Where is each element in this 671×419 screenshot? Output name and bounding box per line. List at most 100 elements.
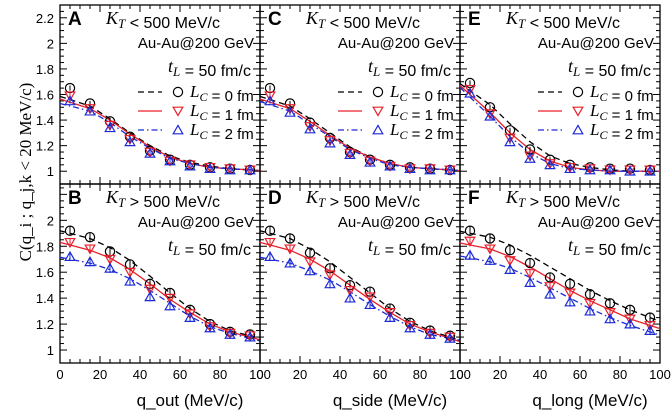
marker-lc1 (284, 244, 296, 255)
legend-marker (172, 86, 184, 98)
marker-lc2 (404, 162, 416, 174)
marker-lc1 (504, 133, 516, 144)
marker-lc2 (324, 137, 336, 148)
marker-lc2 (184, 160, 196, 171)
x-tick-label: 20 (293, 367, 307, 382)
legend-marker (372, 124, 384, 135)
marker-lc2 (184, 311, 196, 323)
marker-lc2 (204, 322, 216, 333)
marker-lc2 (144, 147, 156, 158)
legend-marker (172, 106, 184, 117)
marker-lc2 (64, 95, 76, 106)
marker-lc1 (124, 267, 136, 279)
legend-label: LC = 1 fm (189, 101, 254, 124)
marker-lc1 (84, 244, 96, 255)
marker-lc1 (164, 293, 176, 304)
x-tick-label: 0 (456, 367, 463, 382)
marker-lc0 (264, 82, 276, 94)
marker-lc2 (504, 263, 516, 275)
legend-label: LC = 0 fm (189, 82, 254, 105)
panel-letter: A (68, 9, 82, 30)
marker-lc2 (384, 311, 396, 323)
y-tick-label: 2.2 (36, 11, 54, 26)
marker-lc1 (464, 236, 476, 247)
marker-lc2 (444, 164, 456, 175)
x-tick-label: 100 (249, 367, 271, 382)
marker-lc2 (264, 250, 276, 262)
panel-f: 0 20 40 60 80 100 F KT > 500 MeV/c Au-Au@200 GeV… (456, 183, 671, 382)
tl-label: tL = 50 fm/c (568, 235, 651, 259)
x-tick-label: 80 (213, 367, 227, 382)
marker-lc2 (524, 152, 536, 163)
marker-lc1 (104, 254, 116, 266)
marker-lc2 (344, 148, 356, 159)
legend-marker (372, 86, 384, 98)
marker-lc1 (484, 244, 496, 255)
marker-lc1 (604, 308, 616, 319)
marker-lc2 (124, 275, 136, 286)
marker-lc1 (64, 237, 76, 249)
marker-lc0 (464, 225, 476, 236)
panel-e: E KT < 500 MeV/c Au-Au@200 GeV tL = 50 fm/c… (459, 4, 661, 185)
marker-lc2 (524, 276, 536, 287)
marker-lc0 (64, 225, 76, 236)
y-tick-label: 1 (47, 164, 54, 179)
legend-label: LC = 2 fm (189, 120, 254, 143)
legend-marker (172, 124, 184, 135)
panel-letter: D (268, 188, 282, 209)
marker-lc0 (84, 231, 96, 243)
y-tick-label: 1.8 (36, 239, 54, 254)
marker-lc2 (564, 296, 576, 307)
marker-lc2 (104, 262, 116, 273)
kt-label: KT < 500 MeV/c (305, 8, 420, 32)
marker-lc2 (124, 135, 136, 147)
curve-lc2 (259, 100, 461, 172)
x-tick-label: 40 (533, 367, 547, 382)
tl-label: tL = 50 fm/c (368, 56, 451, 80)
marker-lc1 (124, 134, 136, 146)
x-tick-label: 60 (373, 367, 387, 382)
marker-lc2 (224, 328, 236, 339)
panel-letter: E (468, 9, 481, 30)
x-tick-label: 20 (493, 367, 507, 382)
marker-lc1 (624, 314, 636, 325)
marker-lc1 (264, 237, 276, 249)
marker-lc1 (384, 308, 396, 319)
marker-lc1 (304, 257, 316, 268)
marker-lc2 (464, 249, 476, 260)
y-tick-label: 1.2 (36, 317, 54, 332)
curve-lc2 (59, 102, 261, 172)
legend-marker (572, 106, 584, 117)
legend-label: LC = 1 fm (589, 101, 654, 124)
system-label: Au-Au@200 GeV (338, 214, 454, 231)
marker-lc0 (504, 244, 516, 256)
marker-lc1 (324, 270, 336, 281)
y-tick-label: 2 (47, 36, 54, 51)
marker-lc2 (164, 155, 176, 166)
marker-lc2 (424, 328, 436, 339)
panel-letter: F (468, 188, 480, 209)
system-label: Au-Au@200 GeV (138, 214, 254, 231)
x-axis-label-out: q_out (MeV/c) (136, 391, 244, 410)
kt-label: KT < 500 MeV/c (505, 8, 620, 32)
y-axis-label: C(q_i ; q_j,k < 20 MeV/c) (16, 82, 35, 262)
y-tick-label: 1.6 (36, 265, 54, 280)
panel-c: C KT < 500 MeV/c Au-Au@200 GeV tL = 50 fm/c… (259, 4, 461, 185)
marker-lc2 (584, 305, 596, 316)
system-label: Au-Au@200 GeV (338, 35, 454, 52)
x-tick-label: 60 (573, 367, 587, 382)
marker-lc1 (584, 298, 596, 310)
kt-label: KT < 500 MeV/c (105, 8, 220, 32)
marker-lc1 (344, 285, 356, 297)
marker-lc1 (564, 288, 576, 299)
marker-lc0 (284, 233, 296, 244)
legend-label: LC = 0 fm (589, 82, 654, 105)
x-tick-label: 80 (413, 367, 427, 382)
marker-lc2 (204, 162, 216, 174)
marker-lc2 (464, 87, 476, 98)
marker-lc2 (244, 331, 256, 342)
legend-marker (372, 106, 384, 117)
marker-lc1 (504, 256, 516, 267)
y-tick-label: 1 (47, 343, 54, 358)
